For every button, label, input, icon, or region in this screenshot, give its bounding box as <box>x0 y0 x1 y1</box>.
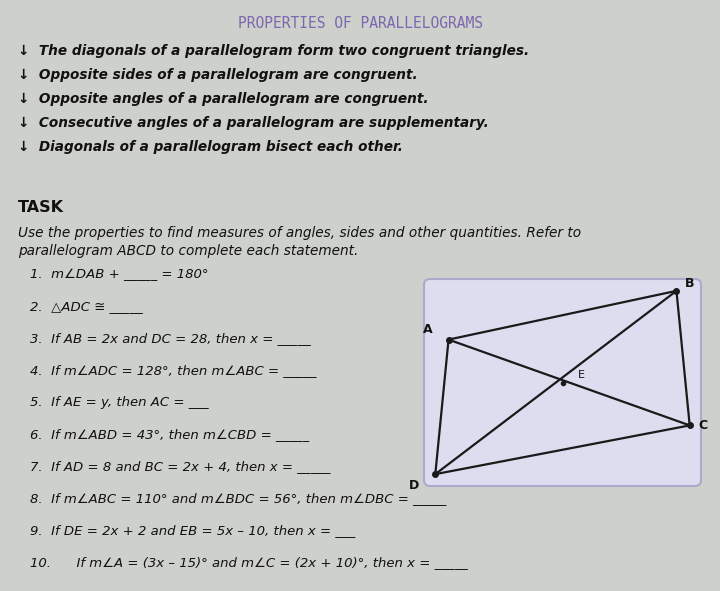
Text: 6.  If m∠ABD = 43°, then m∠CBD = _____: 6. If m∠ABD = 43°, then m∠CBD = _____ <box>30 428 309 441</box>
Text: 4.  If m∠ADC = 128°, then m∠ABC = _____: 4. If m∠ADC = 128°, then m∠ABC = _____ <box>30 364 317 377</box>
Text: 8.  If m∠ABC = 110° and m∠BDC = 56°, then m∠DBC = _____: 8. If m∠ABC = 110° and m∠BDC = 56°, then… <box>30 492 446 505</box>
Text: ↓  The diagonals of a parallelogram form two congruent triangles.: ↓ The diagonals of a parallelogram form … <box>18 44 529 58</box>
Text: C: C <box>698 419 708 432</box>
Text: 1.  m∠DAB + _____ = 180°: 1. m∠DAB + _____ = 180° <box>30 268 209 281</box>
Text: PROPERTIES OF PARALLELOGRAMS: PROPERTIES OF PARALLELOGRAMS <box>238 16 482 31</box>
Text: ↓  Opposite sides of a parallelogram are congruent.: ↓ Opposite sides of a parallelogram are … <box>18 68 418 82</box>
FancyBboxPatch shape <box>424 279 701 486</box>
Text: 3.  If AB = 2x and DC = 28, then x = _____: 3. If AB = 2x and DC = 28, then x = ____… <box>30 332 311 345</box>
Text: D: D <box>409 479 419 492</box>
Text: ↓  Opposite angles of a parallelogram are congruent.: ↓ Opposite angles of a parallelogram are… <box>18 92 428 106</box>
Text: Use the properties to find measures of angles, sides and other quantities. Refer: Use the properties to find measures of a… <box>18 226 581 240</box>
Text: 2.  △ADC ≅ _____: 2. △ADC ≅ _____ <box>30 300 143 313</box>
Text: 5.  If AE = y, then AC = ___: 5. If AE = y, then AC = ___ <box>30 396 209 409</box>
Text: ↓  Consecutive angles of a parallelogram are supplementary.: ↓ Consecutive angles of a parallelogram … <box>18 116 489 130</box>
Text: A: A <box>423 323 432 336</box>
Text: B: B <box>685 277 695 290</box>
Text: 9.  If DE = 2x + 2 and EB = 5x – 10, then x = ___: 9. If DE = 2x + 2 and EB = 5x – 10, then… <box>30 524 355 537</box>
Text: 10.      If m∠A = (3x – 15)° and m∠C = (2x + 10)°, then x = _____: 10. If m∠A = (3x – 15)° and m∠C = (2x + … <box>30 556 468 569</box>
Text: parallelogram ABCD to complete each statement.: parallelogram ABCD to complete each stat… <box>18 244 359 258</box>
Text: 7.  If AD = 8 and BC = 2x + 4, then x = _____: 7. If AD = 8 and BC = 2x + 4, then x = _… <box>30 460 330 473</box>
Text: ↓  Diagonals of a parallelogram bisect each other.: ↓ Diagonals of a parallelogram bisect ea… <box>18 140 403 154</box>
Text: TASK: TASK <box>18 200 64 215</box>
Text: E: E <box>577 370 585 379</box>
